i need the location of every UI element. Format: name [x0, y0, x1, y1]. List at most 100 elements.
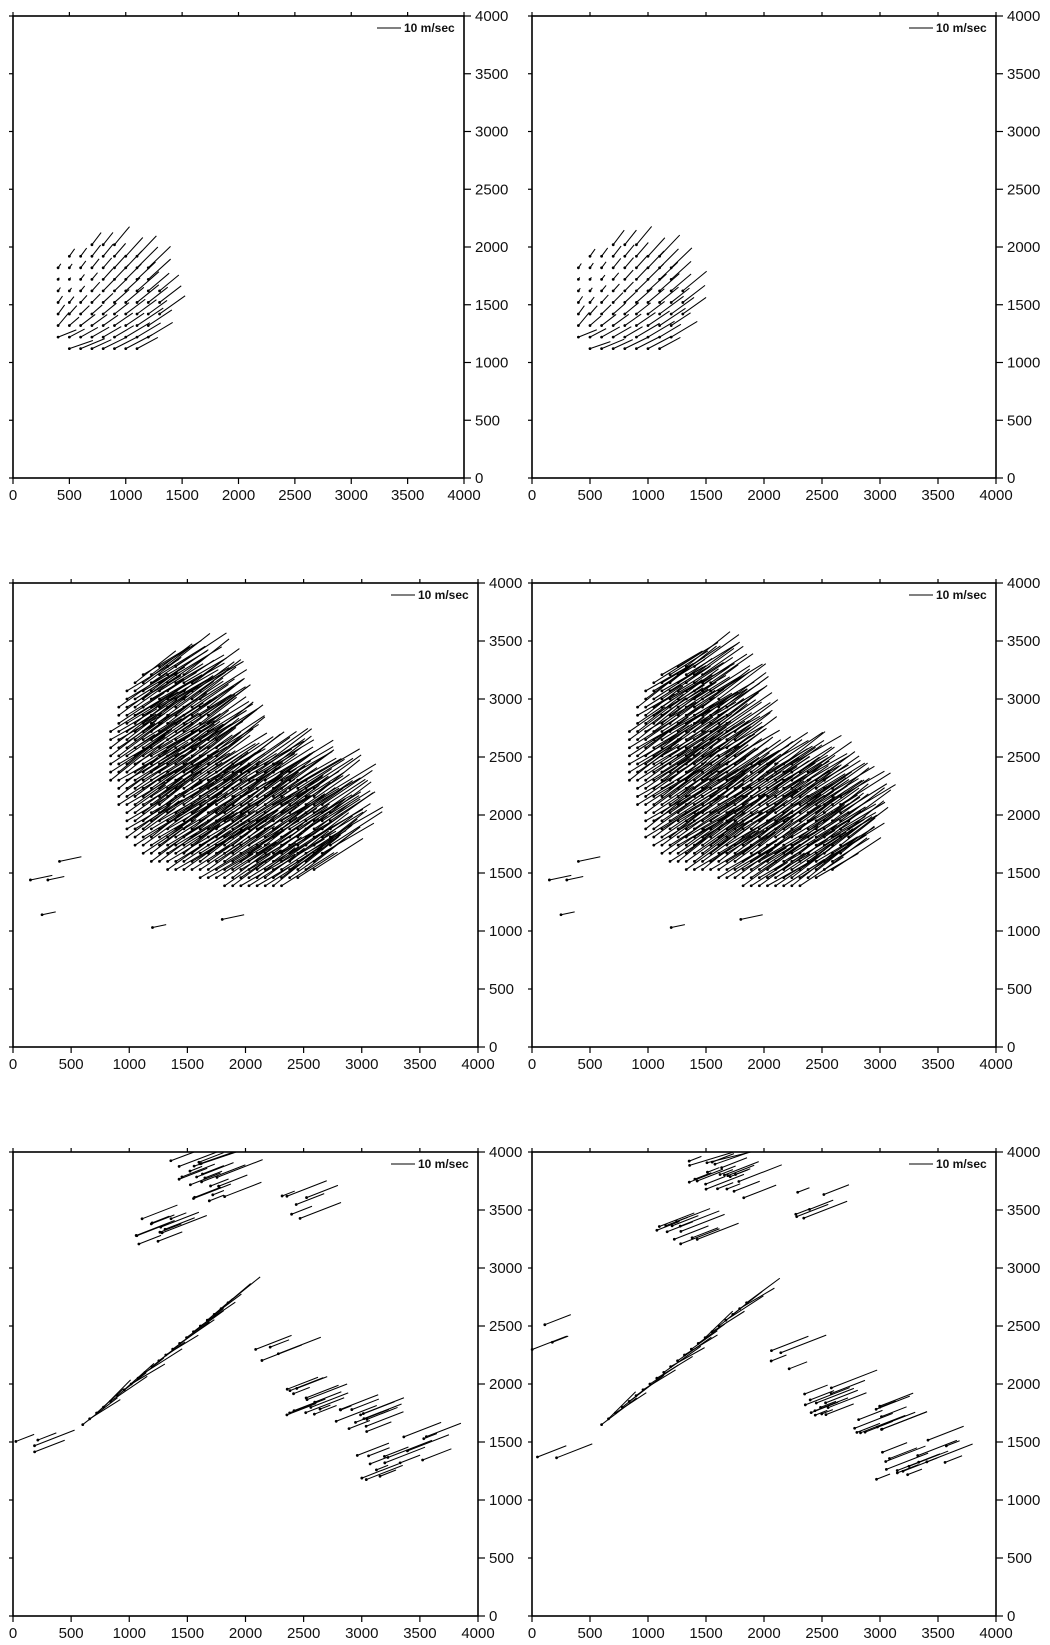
y-tick-label: 3500 [1007, 66, 1040, 83]
vector-tip [157, 1359, 161, 1363]
vector-tip [206, 803, 210, 806]
wind-vector [134, 656, 182, 692]
vector-tip [190, 762, 194, 766]
vector-tip [320, 843, 324, 847]
wind-vector [30, 874, 53, 881]
wind-vector [69, 316, 80, 326]
vector-tip [288, 843, 292, 847]
wind-vector [102, 257, 113, 269]
wind-vector [181, 1163, 215, 1178]
vector-tip [231, 860, 235, 863]
vector-tip [149, 811, 153, 815]
x-tick-label: 3500 [391, 487, 424, 504]
wind-vector [216, 716, 266, 757]
vector-tip [350, 1408, 354, 1411]
wind-vector [733, 1180, 760, 1192]
wind-vector [882, 1442, 908, 1453]
y-tick-label: 0 [1007, 1039, 1015, 1056]
vector-tip [660, 689, 664, 693]
vector-tip [668, 770, 672, 774]
vector-tip [739, 918, 743, 921]
vector-tip [676, 811, 680, 815]
vector-tip [362, 1417, 366, 1421]
wind-vector [218, 1174, 248, 1187]
vector-tip [312, 786, 316, 790]
vector-tip [206, 786, 210, 790]
vector-tip [652, 689, 656, 693]
vector-tip [125, 721, 129, 725]
wind-vector [319, 1404, 331, 1410]
y-tick-label: 3000 [1007, 1260, 1040, 1277]
wind-vector [142, 826, 184, 854]
wind-vector [759, 853, 801, 879]
y-tick-label: 2000 [1007, 1376, 1040, 1393]
vector-tip [190, 843, 194, 847]
wind-vector [677, 821, 724, 854]
wind-vector [426, 1422, 462, 1438]
vector-tip [790, 868, 794, 871]
vector-tip [254, 1347, 258, 1351]
vector-tip [917, 1460, 921, 1464]
wind-vector [881, 1406, 907, 1418]
vector-tip [646, 335, 650, 339]
wind-vector [167, 633, 211, 667]
vector-tip [359, 1413, 362, 1417]
vector-tip [693, 843, 696, 847]
wind-vector [750, 736, 792, 765]
wind-vector [832, 837, 882, 870]
y-tick-label: 2500 [489, 1318, 522, 1335]
wind-vector [91, 244, 102, 257]
wind-vector [682, 297, 707, 315]
vector-tip [676, 770, 680, 774]
vector-tip [158, 681, 161, 685]
vector-tip [149, 681, 153, 685]
wind-vector [403, 1421, 442, 1438]
vector-tip [288, 868, 292, 871]
wind-vector [118, 722, 156, 749]
wind-vector [91, 258, 100, 269]
wind-vector [815, 751, 856, 781]
vector-tip [124, 254, 128, 258]
wind-vector [305, 780, 353, 814]
vector-tip [644, 697, 648, 701]
vector-tip [215, 730, 218, 733]
wind-vector [807, 741, 852, 773]
vector-tip [239, 819, 243, 823]
vector-tip [56, 324, 60, 327]
x-tick-label: 0 [528, 487, 536, 504]
vector-tip [280, 827, 283, 831]
wind-vector [175, 755, 213, 781]
vector-tip [814, 827, 818, 831]
vector-tip [693, 811, 696, 815]
vector-tip [636, 721, 639, 725]
vector-tip [701, 746, 704, 750]
vector-tip [876, 1425, 879, 1429]
wind-vector [685, 738, 722, 765]
vector-tip [806, 868, 810, 871]
vector-tip [709, 811, 713, 815]
vector-tip [806, 803, 810, 806]
chart-panel-5: 0 500 1000 1500 2000 2500 3000 3500 400005001000… [9, 1144, 523, 1642]
vector-tip [745, 1301, 748, 1305]
vector-tip [198, 795, 202, 798]
vector-tip [67, 312, 71, 316]
vector-tip [215, 803, 218, 806]
vector-tip [141, 851, 145, 855]
vector-tip [288, 770, 292, 774]
vector-tip [725, 738, 729, 741]
wind-vector [281, 815, 328, 846]
wind-vector [750, 821, 793, 854]
wind-vector [142, 765, 187, 797]
vector-tip [636, 762, 639, 766]
vector-tip [725, 843, 729, 847]
wind-vector [240, 731, 285, 765]
vector-tip [796, 1190, 800, 1194]
wind-vector [256, 746, 302, 781]
wind-vector [264, 752, 314, 789]
vector-tip [701, 705, 704, 709]
wind-vector [376, 1464, 389, 1471]
x-tick-label: 1500 [689, 1056, 722, 1073]
vector-tip [174, 868, 178, 871]
vector-tip [146, 266, 150, 270]
vector-tip [628, 762, 631, 766]
